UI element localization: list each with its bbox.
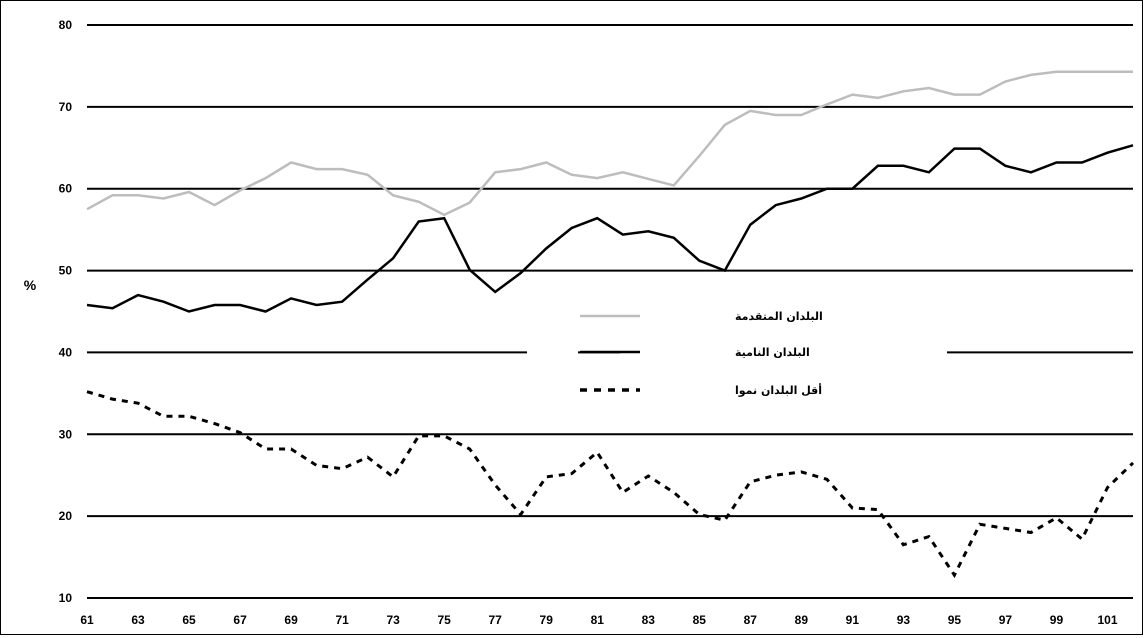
y-tick-label: 30 — [59, 427, 73, 441]
y-axis-ticks: 80 70 60 50 40 30 20 10 — [59, 18, 73, 605]
x-tick-label: 63 — [131, 613, 145, 627]
y-axis-label: % — [24, 277, 37, 293]
series-line-1 — [86, 144, 1134, 313]
x-tick-label: 79 — [540, 613, 554, 627]
x-tick-label: 91 — [846, 613, 860, 627]
x-tick-label: 93 — [897, 613, 911, 627]
x-tick-label: 89 — [795, 613, 809, 627]
x-tick-label: 97 — [999, 613, 1013, 627]
y-tick-label: 40 — [59, 345, 73, 359]
x-tick-label: 71 — [335, 613, 349, 627]
series-line-2 — [86, 390, 1135, 579]
x-tick-label: 81 — [591, 613, 605, 627]
x-tick-label: 77 — [489, 613, 503, 627]
y-tick-label: 10 — [59, 591, 73, 605]
x-tick-label: 87 — [744, 613, 758, 627]
x-tick-label: 85 — [693, 613, 707, 627]
x-tick-label: 73 — [386, 613, 400, 627]
y-tick-label: 70 — [59, 100, 73, 114]
legend: البلدان المتقدمة البلدان النامية أقل البلد… — [580, 310, 823, 397]
x-tick-label: 83 — [642, 613, 656, 627]
x-tick-label: 67 — [233, 613, 247, 627]
x-tick-label: 69 — [284, 613, 298, 627]
x-tick-label: 65 — [182, 613, 196, 627]
x-tick-label: 95 — [948, 613, 962, 627]
x-tick-label: 61 — [80, 613, 94, 627]
y-tick-label: 80 — [59, 18, 73, 32]
gridlines — [87, 24, 1133, 599]
x-axis-ticks: 61 63 65 67 69 71 73 75 77 79 81 83 85 87 89 91 93 95 97 99… — [80, 613, 1117, 627]
legend-label-1: البلدان النامية — [735, 346, 810, 359]
series-lines — [86, 70, 1135, 579]
y-tick-label: 50 — [59, 264, 73, 278]
y-tick-label: 20 — [59, 509, 73, 523]
x-tick-label: 75 — [437, 613, 451, 627]
legend-label-2: أقل البلدان نموا — [735, 383, 822, 397]
x-tick-label: 101 — [1097, 613, 1117, 627]
series-line-0 — [86, 70, 1133, 217]
x-tick-label: 99 — [1050, 613, 1064, 627]
y-tick-label: 60 — [59, 182, 73, 196]
legend-label-0: البلدان المتقدمة — [735, 310, 823, 323]
